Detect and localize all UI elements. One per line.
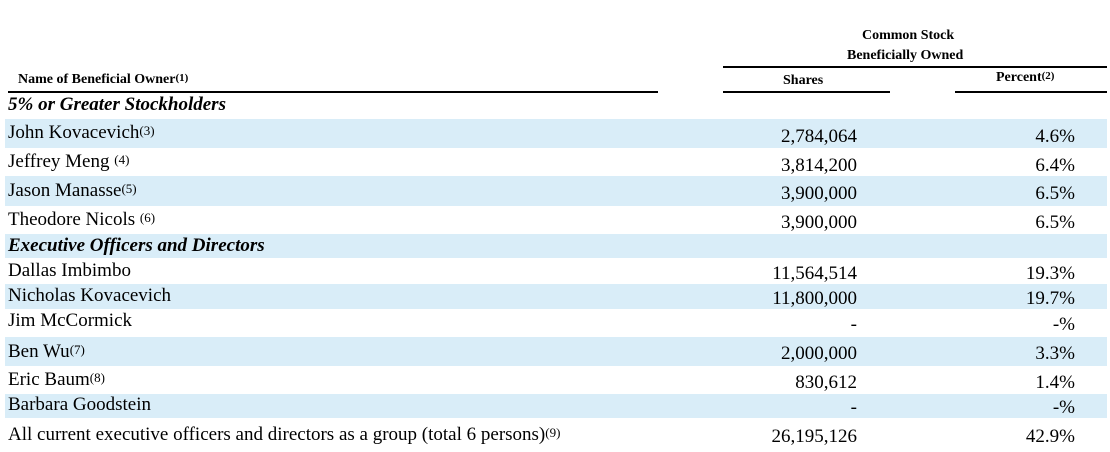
group-header-rule bbox=[723, 66, 1107, 68]
percent-value: 4.6% bbox=[1035, 126, 1075, 147]
name-column-footnote: (1) bbox=[175, 72, 189, 84]
percent-value: 19.7% bbox=[1025, 288, 1075, 309]
percent-value: 19.3% bbox=[1025, 263, 1075, 284]
owner-name: Jim McCormick bbox=[8, 310, 132, 332]
section-title: 5% or Greater Stockholders bbox=[8, 94, 226, 115]
owner-footnote: (5) bbox=[121, 181, 137, 196]
owner-name-text: Barbara Goodstein bbox=[8, 394, 151, 415]
table-row: Jason Manasse(5) 3,900,000 6.5% bbox=[5, 176, 1107, 206]
table-row: Ben Wu(7) 2,000,000 3.3% bbox=[5, 337, 1107, 366]
owner-name: All current executive officers and direc… bbox=[8, 424, 560, 446]
owner-name: Dallas Imbimbo bbox=[8, 260, 131, 282]
owner-name: Theodore Nicols (6) bbox=[8, 209, 155, 231]
percent-value: -% bbox=[1052, 314, 1075, 335]
percent-column-footnote: (2) bbox=[1041, 70, 1055, 82]
owner-name-text: Dallas Imbimbo bbox=[8, 260, 131, 281]
percent-value: 1.4% bbox=[1035, 372, 1075, 393]
table-row: All current executive officers and direc… bbox=[5, 418, 1107, 450]
owner-footnote: (3) bbox=[139, 123, 155, 138]
table-row: Jim McCormick - -% bbox=[5, 309, 1107, 337]
owner-footnote: (6) bbox=[139, 210, 156, 225]
percent-column-rule bbox=[955, 91, 1107, 93]
group-header-line2: Beneficially Owned bbox=[847, 48, 964, 63]
section-row: 5% or Greater Stockholders bbox=[5, 94, 1107, 119]
shares-value: 3,814,200 bbox=[781, 155, 857, 176]
owner-name: Jeffrey Meng (4) bbox=[8, 151, 129, 173]
owner-name: Jason Manasse(5) bbox=[8, 180, 137, 202]
name-column-header-label: Name of Beneficial Owner bbox=[18, 72, 176, 87]
owner-name: Ben Wu(7) bbox=[8, 341, 85, 363]
shares-value: 11,564,514 bbox=[772, 263, 857, 284]
owner-footnote: (4) bbox=[114, 152, 130, 167]
table-row: Eric Baum(8) 830,612 1.4% bbox=[5, 366, 1107, 394]
owner-name-text: John Kovacevich bbox=[8, 122, 140, 143]
table-row: Jeffrey Meng (4) 3,814,200 6.4% bbox=[5, 148, 1107, 176]
owner-name: Barbara Goodstein bbox=[8, 394, 151, 416]
group-header-line1: Common Stock bbox=[862, 28, 955, 43]
owner-name-text: Eric Baum bbox=[8, 369, 90, 390]
owner-footnote: (9) bbox=[545, 425, 561, 440]
shares-value: 3,900,000 bbox=[781, 212, 857, 233]
owner-name: Nicholas Kovacevich bbox=[8, 285, 171, 307]
percent-value: 42.9% bbox=[1025, 426, 1075, 447]
percent-value: 6.5% bbox=[1035, 183, 1075, 204]
shares-value: 11,800,000 bbox=[772, 288, 857, 309]
table-row: Theodore Nicols (6) 3,900,000 6.5% bbox=[5, 206, 1107, 234]
shares-column-rule bbox=[723, 91, 890, 93]
owner-name-text: Jeffrey Meng bbox=[8, 151, 115, 172]
owner-footnote: (8) bbox=[89, 370, 105, 385]
shares-value: 3,900,000 bbox=[781, 183, 857, 204]
owner-name-text: Jim McCormick bbox=[8, 310, 133, 331]
owner-name: John Kovacevich(3) bbox=[8, 122, 155, 144]
name-column-header: Name of Beneficial Owner(1) bbox=[18, 72, 188, 88]
table-row: Dallas Imbimbo 11,564,514 19.3% bbox=[5, 258, 1107, 284]
percent-column-header-label: Percent bbox=[996, 70, 1042, 85]
percent-column-header: Percent(2) bbox=[996, 70, 1054, 86]
owner-name-text: Nicholas Kovacevich bbox=[8, 285, 172, 306]
shares-value: 26,195,126 bbox=[771, 426, 858, 447]
shares-column-header: Shares bbox=[783, 73, 824, 88]
name-column-rule bbox=[8, 91, 658, 93]
shares-value: - bbox=[850, 314, 857, 335]
table-row: John Kovacevich(3) 2,784,064 4.6% bbox=[5, 119, 1107, 148]
section-row: Executive Officers and Directors bbox=[5, 234, 1107, 258]
shares-value: 830,612 bbox=[795, 372, 857, 393]
owner-footnote: (7) bbox=[69, 342, 85, 357]
section-title: Executive Officers and Directors bbox=[8, 235, 265, 256]
shares-value: 2,000,000 bbox=[781, 343, 857, 364]
table-row: Nicholas Kovacevich 11,800,000 19.7% bbox=[5, 284, 1107, 309]
owner-name-text: Jason Manasse bbox=[8, 180, 122, 201]
percent-value: 3.3% bbox=[1035, 343, 1075, 364]
percent-value: 6.4% bbox=[1035, 155, 1075, 176]
owner-name-text: All current executive officers and direc… bbox=[8, 424, 546, 445]
shares-value: - bbox=[850, 397, 857, 418]
shares-value: 2,784,064 bbox=[781, 126, 857, 147]
table-row: Barbara Goodstein - -% bbox=[5, 394, 1107, 418]
owner-name: Eric Baum(8) bbox=[8, 369, 105, 391]
owner-name-text: Ben Wu bbox=[8, 341, 70, 362]
percent-value: -% bbox=[1052, 397, 1075, 418]
percent-value: 6.5% bbox=[1035, 212, 1075, 233]
owner-name-text: Theodore Nicols bbox=[8, 209, 140, 230]
